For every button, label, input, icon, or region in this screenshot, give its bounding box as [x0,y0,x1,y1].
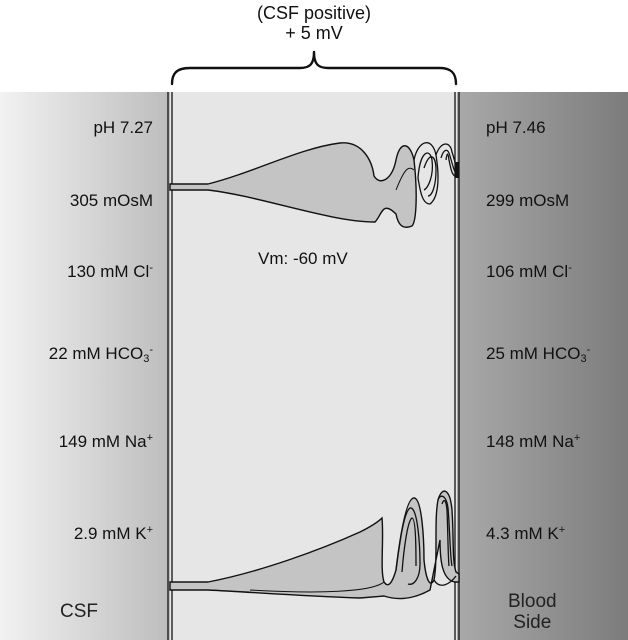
blood-chloride-charge: - [568,262,572,274]
lower-intercellular-cleft [169,490,460,600]
blood-ph: pH 7.46 [486,118,546,137]
csf-potassium-charge: + [146,524,153,536]
blood-bicarbonate: 25 mM HCO3- [486,344,591,365]
csf-ph: pH 7.27 [93,118,153,137]
blood-potassium: 4.3 mM K+ [486,524,565,544]
blood-potassium-charge: + [558,524,566,536]
csf-side-label: CSF [60,601,98,622]
blood-sodium-charge: + [573,432,581,444]
blood-sodium-value: 148 mM Na [486,432,574,451]
upper-intercellular-cleft [169,142,460,228]
transepithelial-potential-note: (CSF positive) [256,3,372,23]
csf-osmolality: 305 mOsM [69,191,153,210]
transepithelial-potential-value: + 5 mV [285,23,343,43]
blood-bicarbonate-value: 25 mM HCO [486,344,581,363]
csf-bicarbonate-value: 22 mM HCO [48,344,144,363]
blood-side-label-line1: Blood [508,591,557,612]
potential-brace [170,50,458,86]
blood-bicarbonate-charge: - [586,344,591,356]
csf-sodium-value: 149 mM Na [58,432,147,451]
blood-compartment [457,92,628,640]
blood-osmolality: 299 mOsM [486,191,570,210]
csf-bicarbonate-subscript: 3 [143,353,150,365]
blood-chloride-value: 106 mM Cl [486,262,569,281]
membrane-potential-label: Vm: -60 mV [258,249,348,268]
csf-chloride: 130 mM Cl- [67,262,153,282]
blood-bicarbonate-subscript: 3 [580,353,587,365]
csf-compartment [0,92,170,640]
csf-sodium-charge: + [146,432,153,444]
csf-potassium: 2.9 mM K+ [74,524,153,544]
csf-chloride-value: 130 mM Cl [67,262,150,281]
csf-sodium: 149 mM Na+ [59,432,153,452]
blood-side-label: Blood Side [508,591,557,633]
blood-sodium: 148 mM Na+ [486,432,580,452]
blood-chloride: 106 mM Cl- [486,262,572,282]
csf-chloride-charge: - [149,262,153,274]
csf-bicarbonate: 22 mM HCO3- [48,344,153,365]
blood-potassium-value: 4.3 mM K [486,524,559,543]
blood-side-label-line2: Side [513,612,552,633]
csf-bicarbonate-charge: - [149,344,153,356]
csf-potassium-value: 2.9 mM K [73,524,147,543]
